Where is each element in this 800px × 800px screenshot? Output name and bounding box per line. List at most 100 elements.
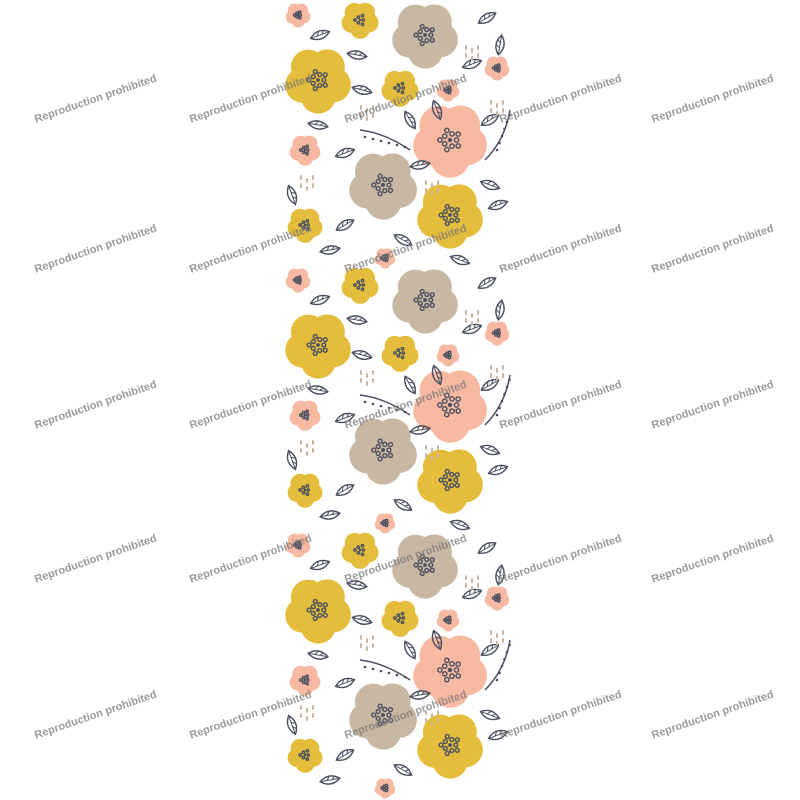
flower [285, 314, 351, 379]
flower [287, 738, 323, 773]
dash-mark [471, 321, 473, 326]
dash-mark [477, 583, 479, 588]
dash-mark [496, 111, 498, 116]
dash-mark [437, 718, 439, 723]
leaf-icon [346, 580, 368, 590]
dash-mark [477, 53, 479, 58]
dash-mark [496, 103, 498, 108]
leaf-icon [404, 640, 416, 660]
leaf-icon [334, 677, 356, 689]
dash-mark [312, 713, 314, 718]
leaf-icon [495, 34, 505, 56]
dash-mark [502, 365, 504, 370]
leaf-icon [487, 729, 509, 741]
leaf-icon [335, 749, 355, 761]
dash-mark [425, 180, 427, 185]
leaf-icon [495, 299, 505, 321]
leaf-icon [480, 379, 500, 391]
dash-mark [312, 705, 314, 710]
leaf-icon [449, 519, 471, 531]
dash-mark [490, 638, 492, 643]
dash-mark [312, 440, 314, 445]
flower [289, 400, 321, 431]
leaf-icon [393, 764, 413, 776]
flower [341, 2, 379, 39]
dash-mark [437, 445, 439, 450]
dash-mark [306, 178, 308, 183]
flower [381, 70, 419, 107]
leaf-icon [479, 444, 501, 456]
leaf-icon [404, 375, 416, 395]
dash-mark [437, 710, 439, 715]
dash-mark [366, 646, 368, 651]
leaf-icon [346, 50, 368, 60]
dash-mark [437, 188, 439, 193]
flower [436, 79, 460, 102]
dash-mark [465, 310, 467, 315]
flower [285, 579, 351, 644]
leaf-icon [409, 690, 431, 700]
dash-mark [431, 448, 433, 453]
dash-mark [471, 48, 473, 53]
dash-mark [425, 718, 427, 723]
leaf-icon [409, 160, 431, 170]
dash-mark [300, 175, 302, 180]
dash-mark [437, 453, 439, 458]
dash-mark [490, 630, 492, 635]
dash-mark [431, 191, 433, 196]
dash-mark [471, 586, 473, 591]
vine-line [359, 129, 411, 151]
leaf-icon [309, 29, 331, 41]
leaf-icon [479, 709, 501, 721]
flower [392, 269, 458, 334]
leaf-icon [477, 542, 497, 554]
dash-mark [300, 440, 302, 445]
dash-mark [490, 100, 492, 105]
dash-mark [366, 373, 368, 378]
flower [436, 344, 460, 367]
dash-mark [431, 713, 433, 718]
leaf-icon [319, 510, 341, 520]
dash-mark [490, 365, 492, 370]
dash-mark [465, 53, 467, 58]
flower [484, 56, 510, 81]
dash-mark [372, 378, 374, 383]
leaf-icon [286, 184, 298, 206]
flower [285, 49, 351, 114]
flower [289, 135, 321, 166]
dash-mark [477, 318, 479, 323]
flower [413, 105, 487, 178]
flower [287, 473, 323, 508]
flower [289, 665, 321, 696]
dash-mark [425, 710, 427, 715]
leaf-icon [309, 294, 331, 306]
flower [285, 268, 311, 293]
leaf-icon [351, 615, 373, 625]
flower [392, 4, 458, 69]
dash-mark [502, 630, 504, 635]
leaf-icon [477, 277, 497, 289]
leaf-icon [319, 775, 341, 785]
dash-mark [312, 183, 314, 188]
flower [287, 208, 323, 243]
leaf-icon [286, 714, 298, 736]
dash-mark [306, 186, 308, 191]
flower [392, 534, 458, 599]
dash-mark [502, 108, 504, 113]
dash-mark [360, 105, 362, 110]
leaf-icon [477, 12, 497, 24]
dash-mark [431, 183, 433, 188]
dash-mark [496, 641, 498, 646]
leaf-icon [334, 147, 356, 159]
leaf-icon [335, 219, 355, 231]
dash-mark [300, 448, 302, 453]
dash-mark [431, 721, 433, 726]
leaf-icon [431, 364, 443, 386]
dash-mark [431, 456, 433, 461]
flower [484, 321, 510, 346]
flower [341, 267, 379, 304]
leaf-icon [480, 114, 500, 126]
dash-mark [360, 635, 362, 640]
dash-mark [465, 575, 467, 580]
